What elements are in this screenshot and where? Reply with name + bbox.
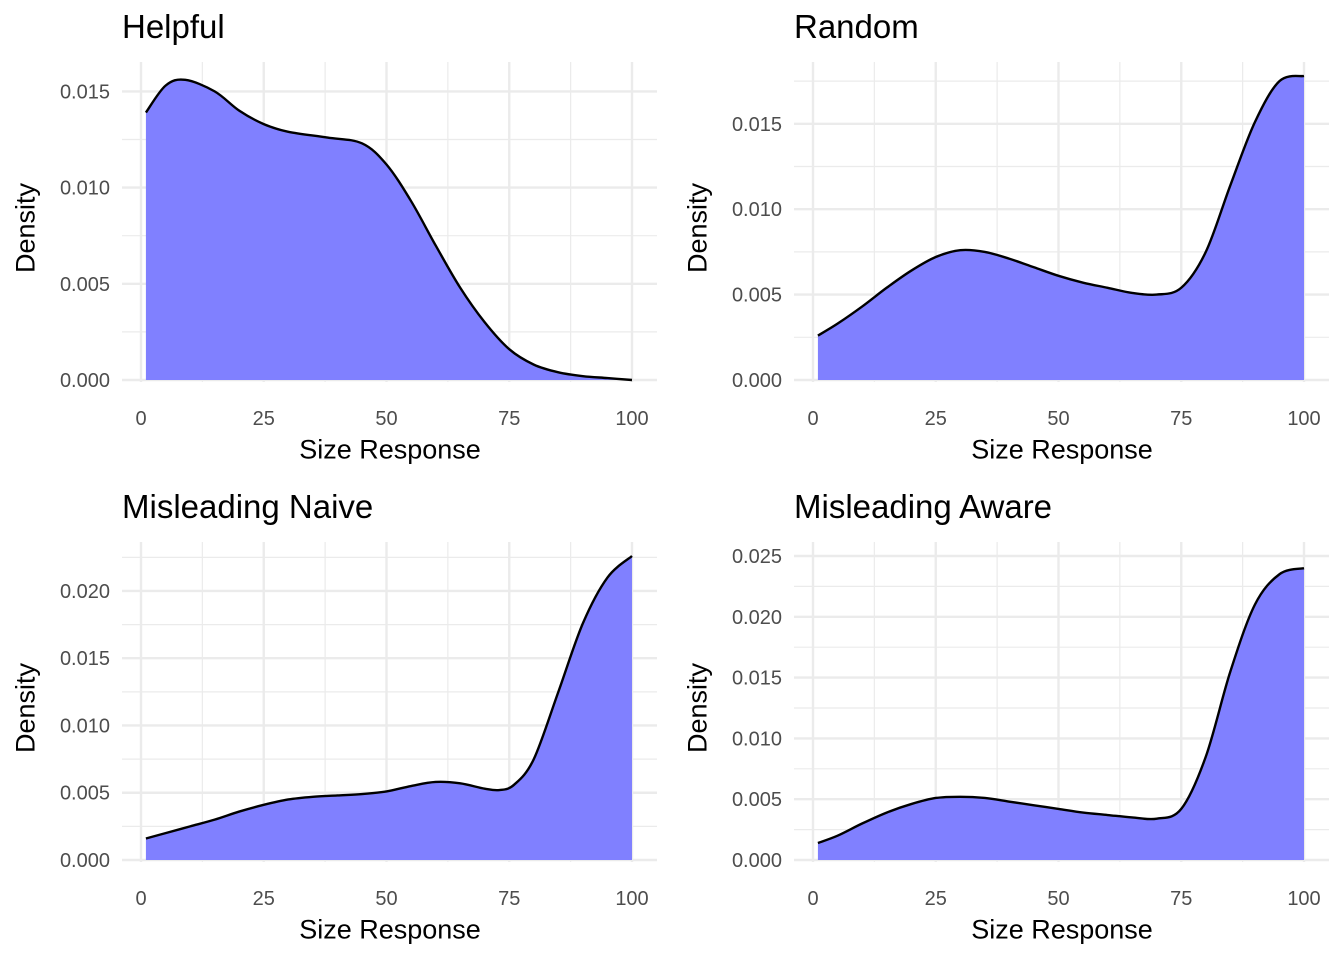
x-tick-label: 75	[1170, 888, 1192, 910]
y-tick-labels: 0.000 0.005 0.010 0.015	[60, 81, 110, 392]
x-tick-labels: 0 25 50 75 100	[807, 888, 1320, 910]
x-tick-labels: 0 25 50 75 100	[807, 408, 1320, 430]
x-tick-label: 100	[615, 888, 648, 910]
y-tick-labels: 0.000 0.005 0.010 0.015	[732, 114, 782, 392]
x-tick-label: 50	[375, 408, 397, 430]
panel-title: Random	[794, 8, 919, 45]
x-tick-label: 75	[1170, 408, 1192, 430]
x-tick-labels: 0 25 50 75 100	[135, 888, 648, 910]
density-area	[817, 568, 1304, 860]
y-tick-labels: 0.000 0.005 0.010 0.015 0.020 0.025	[732, 546, 782, 872]
panel-misleading-naive: 0.000 0.005 0.010 0.015 0.020 0 25 50 75 100 Misl…	[0, 480, 672, 960]
x-tick-label: 0	[807, 888, 818, 910]
x-axis-label: Size Response	[299, 434, 481, 465]
y-tick-label: 0.020	[732, 607, 782, 629]
density-curve	[817, 74, 1305, 337]
x-tick-label: 25	[253, 888, 275, 910]
y-tick-label: 0.010	[732, 199, 782, 221]
density-area	[145, 79, 632, 380]
y-tick-label: 0.000	[732, 370, 782, 392]
panel-title: Misleading Aware	[794, 488, 1053, 525]
y-tick-label: 0.005	[60, 274, 110, 296]
x-axis-label: Size Response	[299, 914, 481, 945]
y-tick-label: 0.000	[60, 370, 110, 392]
x-tick-label: 50	[375, 888, 397, 910]
density-area	[145, 556, 632, 860]
y-axis-label: Density	[682, 182, 713, 274]
x-tick-label: 25	[925, 888, 947, 910]
panel-misleading-aware: 0.000 0.005 0.010 0.015 0.020 0.025 0 25 50 75 100…	[672, 480, 1344, 960]
x-tick-label: 0	[807, 408, 818, 430]
x-tick-label: 50	[1047, 408, 1069, 430]
panel-title: Misleading Naive	[122, 488, 374, 525]
x-tick-label: 75	[498, 888, 520, 910]
y-tick-label: 0.020	[60, 581, 110, 603]
y-axis-label: Density	[10, 182, 41, 274]
density-curve	[144, 78, 633, 382]
x-tick-label: 25	[253, 408, 275, 430]
x-axis-label: Size Response	[971, 914, 1153, 945]
y-tick-label: 0.000	[732, 850, 782, 872]
x-axis-label: Size Response	[971, 434, 1153, 465]
panel-random: 0.000 0.005 0.010 0.015 0 25 50 75 100 Random De…	[672, 0, 1344, 480]
panel-title: Helpful	[122, 8, 225, 45]
x-tick-label: 50	[1047, 888, 1069, 910]
x-tick-label: 100	[1287, 408, 1320, 430]
x-tick-label: 25	[925, 408, 947, 430]
plot-random: 0.000 0.005 0.010 0.015 0 25 50 75 100	[732, 62, 1329, 430]
x-tick-label: 100	[615, 408, 648, 430]
y-axis-label: Density	[682, 662, 713, 754]
y-tick-label: 0.010	[60, 715, 110, 737]
y-tick-label: 0.015	[60, 648, 110, 670]
y-tick-labels: 0.000 0.005 0.010 0.015 0.020	[60, 581, 110, 872]
y-tick-label: 0.025	[732, 546, 782, 568]
y-tick-label: 0.000	[60, 850, 110, 872]
density-area	[817, 75, 1304, 381]
y-tick-label: 0.015	[60, 81, 110, 103]
plot-misleading-aware: 0.000 0.005 0.010 0.015 0.020 0.025 0 25 50 75 100	[732, 542, 1329, 910]
y-tick-label: 0.015	[732, 668, 782, 690]
y-tick-label: 0.010	[60, 178, 110, 200]
y-tick-label: 0.010	[732, 728, 782, 750]
plot-misleading-naive: 0.000 0.005 0.010 0.015 0.020 0 25 50 75 100	[60, 542, 657, 910]
density-curve	[817, 566, 1305, 845]
density-curve	[145, 555, 633, 840]
y-axis-label: Density	[10, 662, 41, 754]
plot-helpful: 0.000 0.005 0.010 0.015 0 25 50 75 100	[60, 62, 657, 430]
y-tick-label: 0.005	[732, 789, 782, 811]
x-tick-label: 0	[135, 888, 146, 910]
x-tick-labels: 0 25 50 75 100	[135, 408, 648, 430]
y-tick-label: 0.005	[60, 783, 110, 805]
panel-helpful: 0.000 0.005 0.010 0.015 0 25 50 75 100 Helpful D…	[0, 0, 672, 480]
y-tick-label: 0.015	[732, 114, 782, 136]
x-tick-label: 100	[1287, 888, 1320, 910]
y-tick-label: 0.005	[732, 285, 782, 307]
x-tick-label: 0	[135, 408, 146, 430]
x-tick-label: 75	[498, 408, 520, 430]
